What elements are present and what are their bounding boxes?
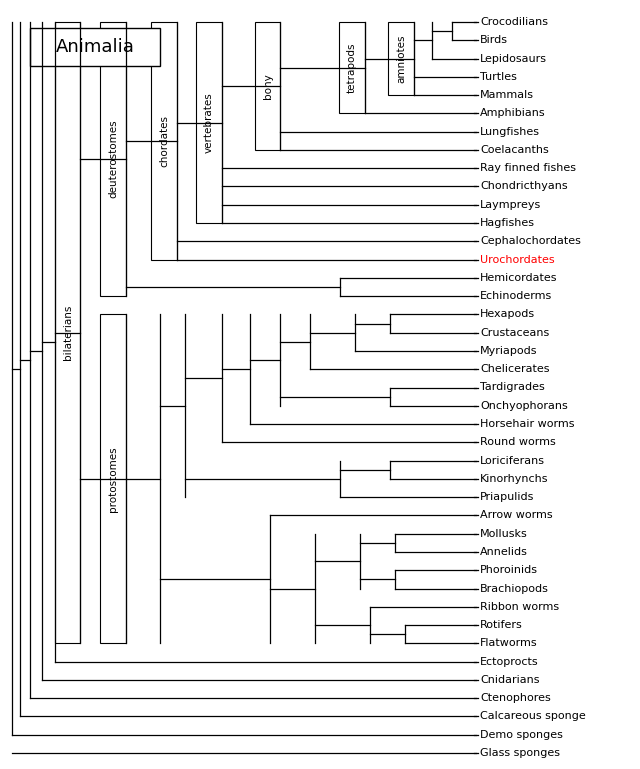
Text: Echinoderms: Echinoderms: [480, 291, 552, 301]
Text: Animalia: Animalia: [56, 38, 134, 56]
Text: deuterostomes: deuterostomes: [108, 120, 118, 198]
FancyBboxPatch shape: [255, 22, 280, 150]
FancyBboxPatch shape: [196, 22, 222, 223]
FancyBboxPatch shape: [100, 315, 126, 644]
Text: Rotifers: Rotifers: [480, 620, 523, 630]
Text: bilaterians: bilaterians: [63, 305, 72, 361]
Text: Calcareous sponge: Calcareous sponge: [480, 711, 586, 721]
Text: Priapulids: Priapulids: [480, 492, 534, 502]
Text: Mollusks: Mollusks: [480, 529, 528, 539]
Text: Cephalochordates: Cephalochordates: [480, 236, 581, 246]
Text: Ectoprocts: Ectoprocts: [480, 657, 539, 667]
Text: Urochordates: Urochordates: [480, 255, 555, 265]
Text: Myriapods: Myriapods: [480, 346, 538, 356]
Text: Phoroinids: Phoroinids: [480, 565, 538, 575]
Text: Round worms: Round worms: [480, 438, 556, 448]
Text: Demo sponges: Demo sponges: [480, 730, 563, 740]
Text: Horsehair worms: Horsehair worms: [480, 419, 575, 429]
FancyBboxPatch shape: [339, 22, 365, 113]
Text: Amphibians: Amphibians: [480, 108, 546, 118]
Text: Kinorhynchs: Kinorhynchs: [480, 474, 548, 484]
Text: Chondricthyans: Chondricthyans: [480, 181, 568, 191]
Text: Lepidosaurs: Lepidosaurs: [480, 54, 547, 64]
Text: Glass sponges: Glass sponges: [480, 748, 560, 758]
Text: Ctenophores: Ctenophores: [480, 693, 551, 703]
Text: Ribbon worms: Ribbon worms: [480, 602, 559, 612]
Text: Mammals: Mammals: [480, 90, 534, 100]
Text: Coelacanths: Coelacanths: [480, 145, 548, 155]
Text: vertebrates: vertebrates: [204, 92, 214, 153]
Text: amniotes: amniotes: [396, 35, 406, 83]
Text: Hagfishes: Hagfishes: [480, 218, 535, 228]
Text: Ray finned fishes: Ray finned fishes: [480, 163, 576, 173]
Text: Brachiopods: Brachiopods: [480, 584, 549, 594]
FancyBboxPatch shape: [100, 22, 126, 296]
Text: bony: bony: [262, 73, 273, 99]
Text: tetrapods: tetrapods: [347, 42, 357, 93]
Text: Laympreys: Laympreys: [480, 200, 541, 210]
Text: protostomes: protostomes: [108, 446, 118, 511]
Text: Annelids: Annelids: [480, 547, 528, 557]
Text: Flatworms: Flatworms: [480, 638, 538, 648]
Text: Turtles: Turtles: [480, 72, 517, 82]
Text: Birds: Birds: [480, 35, 508, 45]
Text: Loriciferans: Loriciferans: [480, 455, 545, 465]
Text: Chelicerates: Chelicerates: [480, 365, 550, 375]
FancyBboxPatch shape: [30, 28, 160, 66]
Text: chordates: chordates: [159, 115, 169, 167]
FancyBboxPatch shape: [151, 22, 177, 260]
Text: Onchyophorans: Onchyophorans: [480, 401, 568, 411]
Text: Crocodilians: Crocodilians: [480, 17, 548, 27]
Text: Lungfishes: Lungfishes: [480, 127, 540, 137]
Text: Tardigrades: Tardigrades: [480, 382, 545, 392]
Text: Hexapods: Hexapods: [480, 309, 535, 319]
Text: Cnidarians: Cnidarians: [480, 675, 540, 685]
Text: Hemicordates: Hemicordates: [480, 273, 557, 283]
Text: Crustaceans: Crustaceans: [480, 328, 549, 338]
FancyBboxPatch shape: [388, 22, 414, 95]
FancyBboxPatch shape: [55, 22, 80, 644]
Text: Arrow worms: Arrow worms: [480, 511, 552, 521]
